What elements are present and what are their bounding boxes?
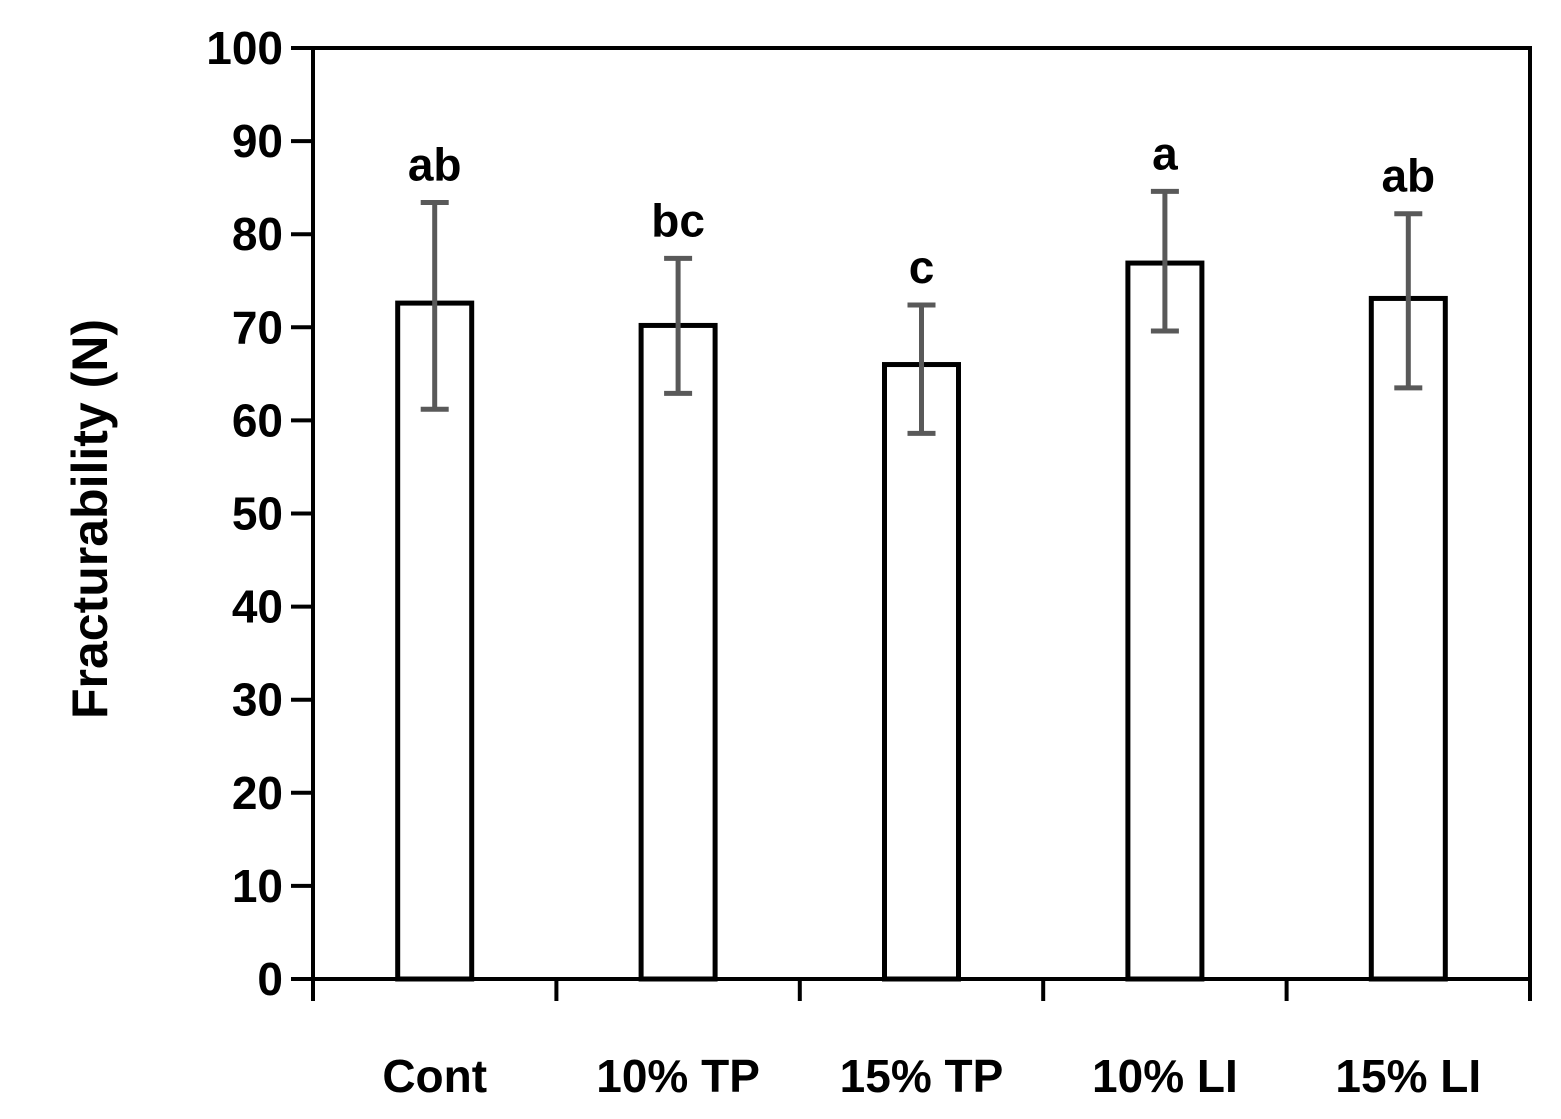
significance-label: ab [408, 139, 462, 191]
y-tick-label: 60 [232, 394, 283, 446]
x-tick-label: 10% LI [1092, 1050, 1238, 1102]
bars [395, 260, 1448, 982]
error-bars [420, 188, 1423, 436]
y-tick-label: 40 [232, 581, 283, 633]
y-tick-label: 20 [232, 767, 283, 819]
y-tick-label: 80 [232, 208, 283, 260]
error-bar [1394, 211, 1423, 391]
y-tick-label: 30 [232, 674, 283, 726]
y-tick-label: 10 [232, 860, 283, 912]
x-tick-label: Cont [382, 1050, 487, 1102]
bar [395, 300, 475, 982]
significance-label: c [909, 241, 935, 293]
bar [638, 322, 718, 982]
x-tick-label: 10% TP [596, 1050, 760, 1102]
error-bar [907, 302, 936, 436]
error-bar [664, 255, 693, 396]
x-axis: Cont 10% TP 15% TP 10% LI 15% LI [311, 979, 1532, 1102]
error-bar [420, 200, 449, 412]
y-tick-label: 90 [232, 115, 283, 167]
significance-label: bc [651, 194, 705, 246]
error-bar [1150, 188, 1179, 334]
y-tick-label: 50 [232, 488, 283, 540]
bar [1125, 260, 1205, 982]
x-tick-label: 15% TP [840, 1050, 1004, 1102]
significance-label: a [1152, 127, 1178, 179]
y-tick-label: 0 [257, 953, 283, 1005]
x-tick-label: 15% LI [1335, 1050, 1481, 1102]
bar [882, 362, 961, 982]
y-axis-title: Fracturability (N) [62, 319, 118, 719]
y-tick-label: 100 [206, 22, 283, 74]
y-tick-label: 70 [232, 301, 283, 353]
significance-label: ab [1381, 150, 1435, 202]
y-axis: 0 10 20 30 40 50 60 70 80 90 100 [206, 22, 313, 1005]
bar [1368, 295, 1448, 982]
significance-labels: ab bc c a ab [408, 127, 1435, 293]
